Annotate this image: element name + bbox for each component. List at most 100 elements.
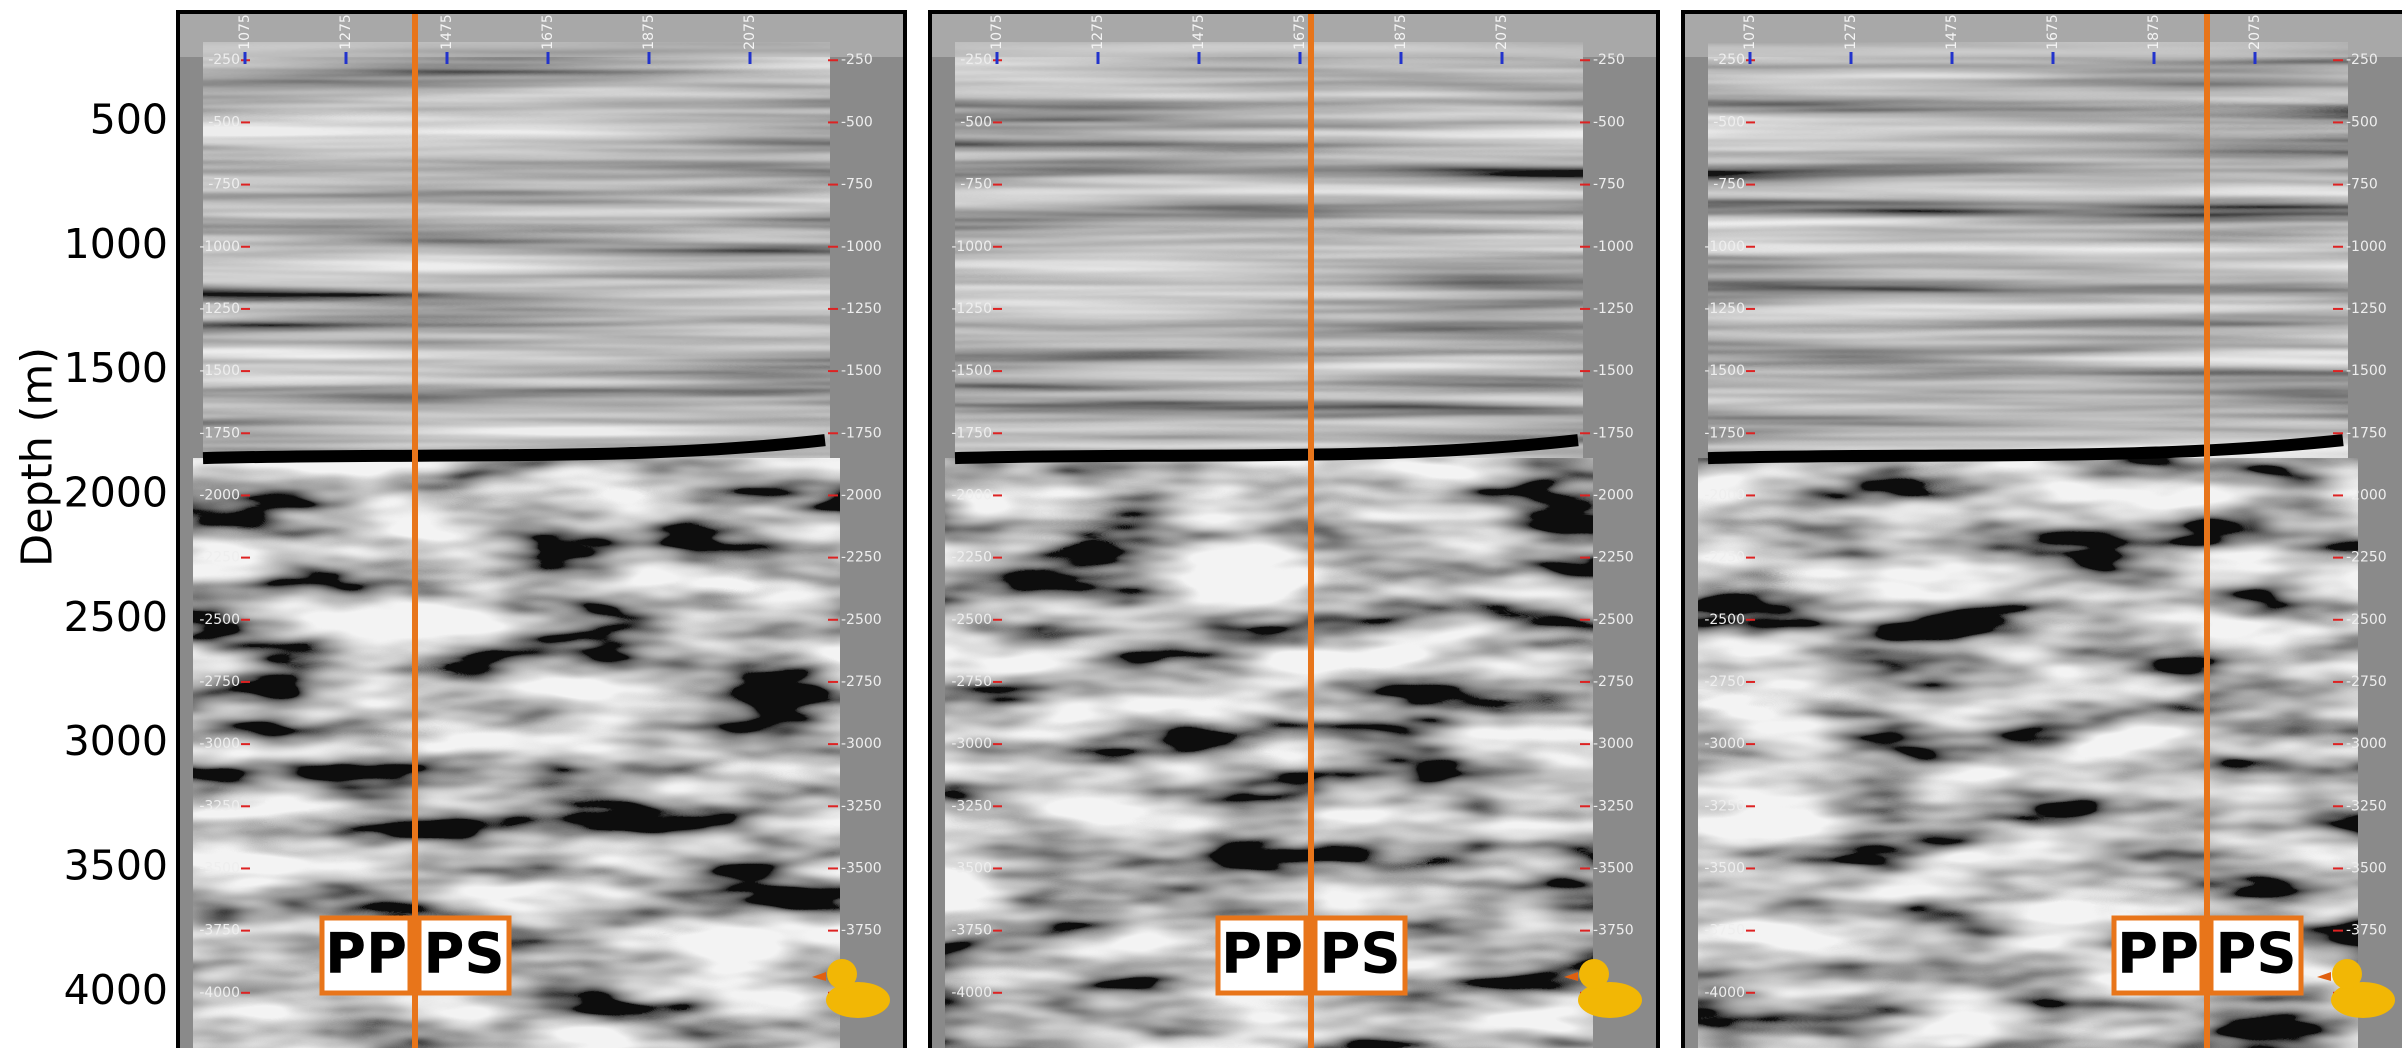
y-tick-label: 2500 <box>64 593 168 641</box>
depth-tick-label: -3250 <box>1593 798 1634 814</box>
depth-tick-label: -1750 <box>199 425 240 441</box>
depth-tick-label: -2500 <box>2346 612 2387 628</box>
depth-tick-label: -3000 <box>199 736 240 752</box>
deep-reflectors <box>193 458 840 1048</box>
seismic-panel: -250-250-500-500-750-750-1000-1000-1250-… <box>178 12 905 1048</box>
trace-tick-label: 1675 <box>540 14 556 50</box>
depth-tick-label: -250 <box>841 52 873 68</box>
depth-tick-label: -250 <box>208 52 240 68</box>
trace-tick-label: 1675 <box>2045 14 2061 50</box>
seismic-image: -250-250-500-500-750-750-1000-1000-1250-… <box>178 12 905 1048</box>
depth-tick-label: -2500 <box>1593 612 1634 628</box>
depth-tick-label: -3250 <box>2346 798 2387 814</box>
depth-tick-label: -1250 <box>841 301 882 317</box>
depth-tick-label: -500 <box>2346 114 2378 130</box>
trace-tick-label: 1275 <box>1090 14 1106 50</box>
trace-tick-label: 1475 <box>1191 14 1207 50</box>
depth-tick-label: -1000 <box>1704 239 1745 255</box>
depth-tick-label: -3000 <box>951 736 992 752</box>
depth-tick-label: -2000 <box>1593 487 1634 503</box>
depth-tick-label: -3250 <box>1704 798 1745 814</box>
depth-tick-label: -3500 <box>1704 860 1745 876</box>
depth-tick-label: -2000 <box>1704 487 1745 503</box>
depth-tick-label: -500 <box>1593 114 1625 130</box>
duck-icon <box>2332 959 2362 989</box>
depth-tick-label: -2500 <box>951 612 992 628</box>
shallow-layers <box>203 42 830 458</box>
depth-tick-label: -1250 <box>199 301 240 317</box>
trace-tick-label: 1075 <box>1742 14 1758 50</box>
depth-tick-label: -3750 <box>1593 923 1634 939</box>
duck-icon <box>827 959 857 989</box>
trace-tick-label: 1475 <box>439 14 455 50</box>
y-tick-label: 3500 <box>64 841 168 889</box>
depth-tick-label: -250 <box>1713 52 1745 68</box>
depth-tick-label: -2500 <box>1704 612 1745 628</box>
trace-tick-label: 2075 <box>1494 14 1510 50</box>
depth-tick-label: -4000 <box>199 985 240 1001</box>
depth-tick-label: -1250 <box>1704 301 1745 317</box>
depth-tick-label: -1000 <box>951 239 992 255</box>
trace-tick-label: 1075 <box>237 14 253 50</box>
shallow-layers <box>1708 42 2348 458</box>
depth-tick-label: -3250 <box>841 798 882 814</box>
depth-tick-label: -3500 <box>841 860 882 876</box>
depth-tick-label: -2000 <box>951 487 992 503</box>
ps-label: PS <box>2215 922 2296 987</box>
depth-tick-label: -2250 <box>951 550 992 566</box>
trace-tick-label: 1875 <box>1393 14 1409 50</box>
depth-tick-label: -2250 <box>199 550 240 566</box>
depth-tick-label: -1750 <box>1704 425 1745 441</box>
depth-tick-label: -2250 <box>1593 550 1634 566</box>
top-band <box>1683 12 2402 57</box>
depth-tick-label: -2750 <box>199 674 240 690</box>
y-tick-label: 500 <box>90 95 168 143</box>
y-tick-label: 1000 <box>64 220 168 268</box>
shallow-layers <box>955 42 1583 458</box>
depth-tick-label: -2250 <box>2346 550 2387 566</box>
depth-tick-label: -2500 <box>841 612 882 628</box>
depth-tick-label: -2750 <box>841 674 882 690</box>
depth-tick-label: -250 <box>2346 52 2378 68</box>
depth-tick-label: -1500 <box>1704 363 1745 379</box>
depth-tick-label: -1250 <box>951 301 992 317</box>
depth-tick-label: -500 <box>208 114 240 130</box>
depth-tick-label: -1500 <box>199 363 240 379</box>
trace-tick-label: 1075 <box>989 14 1005 50</box>
depth-tick-label: -500 <box>1713 114 1745 130</box>
depth-tick-label: -750 <box>1593 177 1625 193</box>
depth-tick-label: -2750 <box>2346 674 2387 690</box>
depth-tick-label: -2750 <box>951 674 992 690</box>
depth-tick-label: -750 <box>841 177 873 193</box>
depth-tick-label: -2750 <box>1704 674 1745 690</box>
trace-tick-label: 1275 <box>338 14 354 50</box>
depth-tick-label: -3250 <box>199 798 240 814</box>
depth-tick-label: -3000 <box>1593 736 1634 752</box>
depth-tick-label: -3750 <box>199 923 240 939</box>
depth-tick-label: -1750 <box>841 425 882 441</box>
trace-tick-label: 2075 <box>742 14 758 50</box>
depth-tick-label: -3000 <box>2346 736 2387 752</box>
depth-tick-label: -1000 <box>2346 239 2387 255</box>
depth-tick-label: -4000 <box>1704 985 1745 1001</box>
depth-tick-label: -250 <box>960 52 992 68</box>
ps-label: PS <box>1319 922 1400 987</box>
ps-label: PS <box>423 922 504 987</box>
trace-tick-label: 1875 <box>2146 14 2162 50</box>
depth-tick-label: -3750 <box>1704 923 1745 939</box>
depth-tick-label: -1000 <box>1593 239 1634 255</box>
trace-tick-label: 1875 <box>641 14 657 50</box>
depth-tick-label: -3750 <box>2346 923 2387 939</box>
seismic-image: -250-250-500-500-750-750-1000-1000-1250-… <box>1683 12 2402 1048</box>
depth-tick-label: -1500 <box>841 363 882 379</box>
trace-tick-label: 1275 <box>1843 14 1859 50</box>
depth-tick-label: -750 <box>1713 177 1745 193</box>
depth-tick-label: -3500 <box>199 860 240 876</box>
depth-tick-label: -1500 <box>951 363 992 379</box>
figure: Depth (m) 500100015002000250030003500400… <box>0 0 2402 1048</box>
depth-tick-label: -3000 <box>1704 736 1745 752</box>
depth-tick-label: -750 <box>960 177 992 193</box>
y-tick-label: 3000 <box>64 717 168 765</box>
depth-tick-label: -3750 <box>951 923 992 939</box>
y-tick-label: 4000 <box>64 966 168 1014</box>
